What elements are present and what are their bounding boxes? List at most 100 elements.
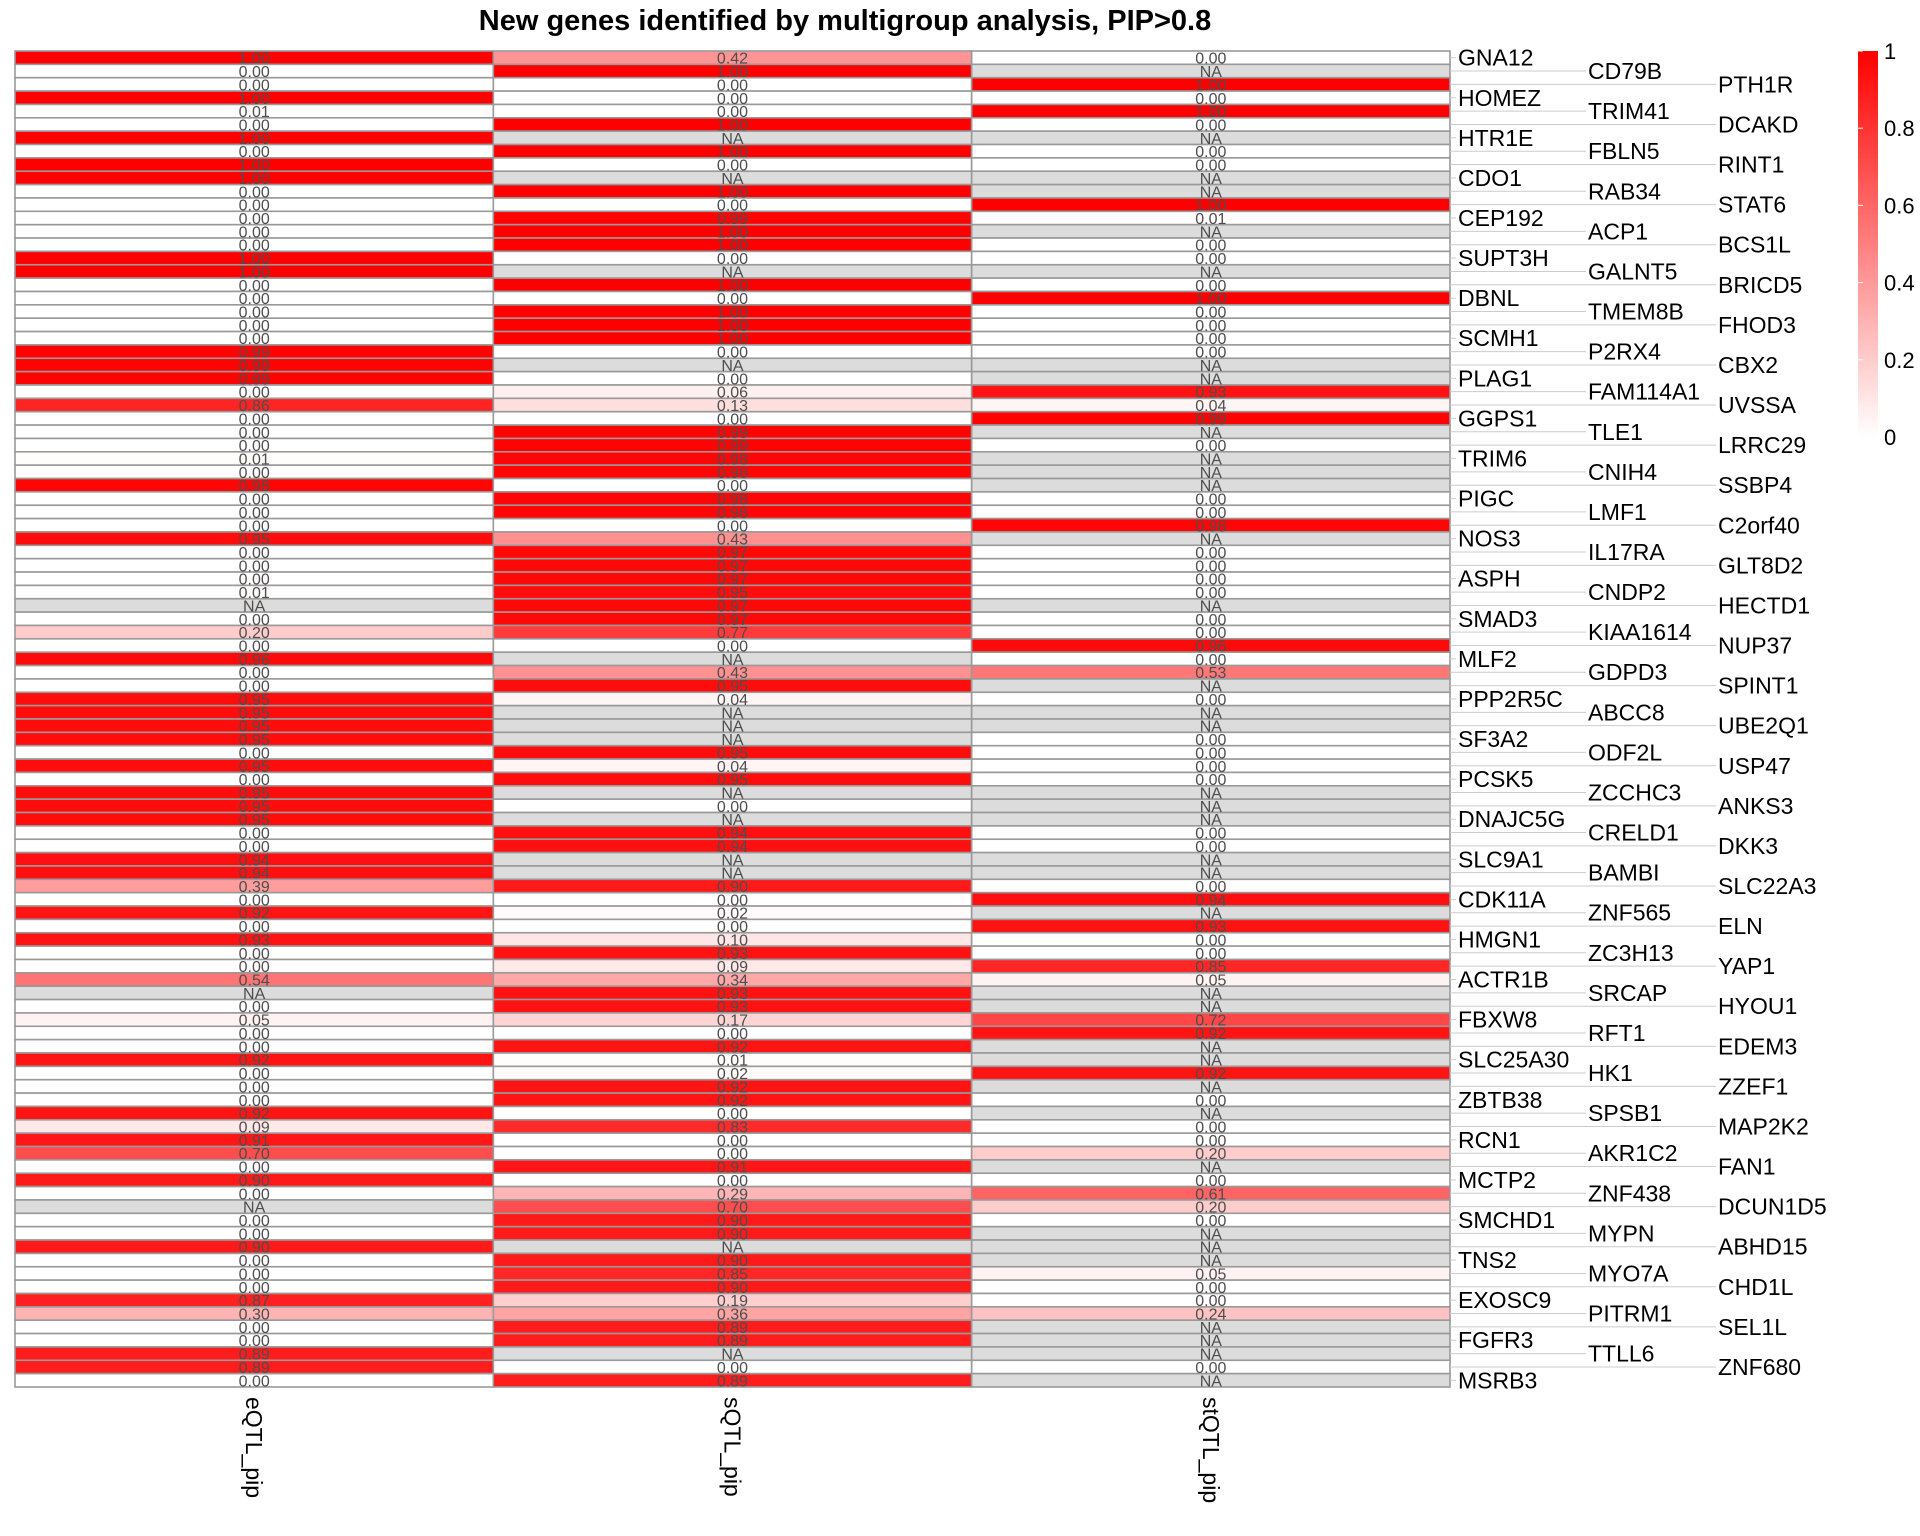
- cell-value-label: 0.95: [239, 785, 270, 802]
- cell-value-label: 1.00: [1195, 291, 1226, 308]
- cell-value-label: NA: [1200, 785, 1223, 802]
- cell-value-label: 0.00: [1195, 238, 1226, 255]
- cell-value-label: 0.90: [717, 1280, 748, 1297]
- cell-value-label: 0.98: [717, 451, 748, 468]
- cell-value-label: NA: [1200, 719, 1223, 736]
- cell-value-label: 0.00: [1195, 946, 1226, 963]
- cell-value-label: 0.00: [239, 1186, 270, 1203]
- cell-value-label: 1.00: [717, 238, 748, 255]
- row-label: HMGN1: [1458, 926, 1541, 952]
- cell-value-label: 0.01: [239, 585, 270, 602]
- cell-value-label: 0.00: [717, 892, 748, 909]
- cell-value-label: NA: [1200, 1373, 1223, 1390]
- cell-value-label: 0.00: [1195, 1280, 1226, 1297]
- cell-value-label: 0.77: [717, 625, 748, 642]
- row-label: CEP192: [1458, 205, 1544, 231]
- row-label: EDEM3: [1718, 1033, 1797, 1059]
- cell-value-label: 0.95: [239, 532, 270, 549]
- row-label: SSBP4: [1718, 472, 1792, 498]
- legend-tick-label: 0.2: [1884, 348, 1915, 373]
- cell-value-label: 0.29: [717, 1186, 748, 1203]
- cell-value-label: 0.92: [717, 1093, 748, 1110]
- row-label: ASPH: [1458, 566, 1521, 592]
- cell-value-label: 0.00: [239, 839, 270, 856]
- cell-value-label: 0.00: [1195, 1360, 1226, 1377]
- legend-tick-label: 0.8: [1884, 116, 1915, 141]
- cell-value-label: 0.95: [717, 745, 748, 762]
- cell-value-label: 0.00: [239, 492, 270, 509]
- cell-value-label: 0.92: [717, 1039, 748, 1056]
- cell-value-label: 0.00: [239, 1026, 270, 1043]
- cell-value-label: 0.99: [239, 371, 270, 388]
- cell-value-label: 0.00: [239, 144, 270, 161]
- cell-value-label: 0.00: [239, 438, 270, 455]
- row-label: PTH1R: [1718, 71, 1793, 97]
- row-label: KIAA1614: [1588, 619, 1692, 645]
- cell-value-label: 0.99: [717, 425, 748, 442]
- cell-value-label: 0.98: [1195, 518, 1226, 535]
- cell-value-label: 0.00: [1195, 345, 1226, 362]
- cell-value-label: 0.92: [239, 906, 270, 923]
- chart-title: New genes identified by multigroup analy…: [479, 5, 1211, 37]
- cell-value-label: 0.95: [239, 812, 270, 829]
- cell-value-label: 0.13: [717, 398, 748, 415]
- row-label: HTR1E: [1458, 125, 1533, 151]
- row-label: DCUN1D5: [1718, 1194, 1827, 1220]
- color-legend: 0 0.2 0.4 0.6 0.8 1: [1858, 39, 1915, 450]
- cell-value-label: NA: [243, 1200, 266, 1217]
- row-label: MYO7A: [1588, 1260, 1669, 1286]
- row-label: NOS3: [1458, 526, 1521, 552]
- cell-value-label: 0.00: [239, 1320, 270, 1337]
- cell-value-label: 0.00: [239, 639, 270, 656]
- row-label: FHOD3: [1718, 312, 1796, 338]
- cell-value-label: 0.90: [717, 879, 748, 896]
- cell-value-label: 0.97: [717, 612, 748, 629]
- cell-value-label: 0.06: [717, 385, 748, 402]
- row-label: TNS2: [1458, 1247, 1517, 1273]
- cell-value-label: 0.00: [717, 1173, 748, 1190]
- cell-value-label: 0.01: [239, 104, 270, 121]
- cell-value-label: 0.01: [239, 451, 270, 468]
- cell-value-label: NA: [1200, 812, 1223, 829]
- cell-value-label: 0.95: [239, 705, 270, 722]
- cell-value-label: 0.61: [1195, 1186, 1226, 1203]
- cell-value-label: NA: [721, 852, 744, 869]
- cell-value-label: 0.05: [1195, 973, 1226, 990]
- cell-value-label: 1.00: [717, 117, 748, 134]
- row-label: ANKS3: [1718, 793, 1793, 819]
- cell-value-label: 0.00: [1195, 612, 1226, 629]
- cell-value-label: 0.00: [239, 77, 270, 94]
- cell-value-label: 1.00: [717, 144, 748, 161]
- cell-value-label: 0.00: [239, 1213, 270, 1230]
- row-label: USP47: [1718, 753, 1791, 779]
- cell-value-label: NA: [1200, 264, 1223, 281]
- cell-value-label: 0.00: [239, 919, 270, 936]
- cell-value-label: NA: [721, 358, 744, 375]
- row-label: FBXW8: [1458, 1007, 1537, 1033]
- cell-value-label: NA: [1200, 224, 1223, 241]
- row-label: SCMH1: [1458, 325, 1539, 351]
- cell-value-label: NA: [721, 131, 744, 148]
- cell-value-label: 0.00: [239, 1266, 270, 1283]
- row-label: FAN1: [1718, 1154, 1776, 1180]
- row-label: YAP1: [1718, 953, 1775, 979]
- cell-value-label: 0.00: [239, 385, 270, 402]
- cell-value-label: 0.95: [717, 585, 748, 602]
- column-label: sQTL_pip: [720, 1397, 746, 1497]
- cell-value-label: 0.99: [239, 345, 270, 362]
- cell-value-label: 0.83: [717, 1119, 748, 1136]
- row-label: GDPD3: [1588, 659, 1667, 685]
- row-label: ACTR1B: [1458, 967, 1549, 993]
- row-label: ZNF438: [1588, 1180, 1671, 1206]
- row-label: SPSB1: [1588, 1100, 1662, 1126]
- cell-value-label: 0.98: [239, 478, 270, 495]
- cell-value-label: 0.94: [717, 839, 748, 856]
- cell-value-label: 1.00: [1195, 198, 1226, 215]
- cell-value-label: 0.53: [1195, 665, 1226, 682]
- cell-value-label: 0.00: [239, 1373, 270, 1390]
- cell-value-label: 0.00: [1195, 625, 1226, 642]
- cell-value-label: NA: [1200, 532, 1223, 549]
- cell-value-label: 0.91: [239, 1133, 270, 1150]
- cell-value-label: 0.99: [239, 358, 270, 375]
- cell-value-label: 0.00: [239, 238, 270, 255]
